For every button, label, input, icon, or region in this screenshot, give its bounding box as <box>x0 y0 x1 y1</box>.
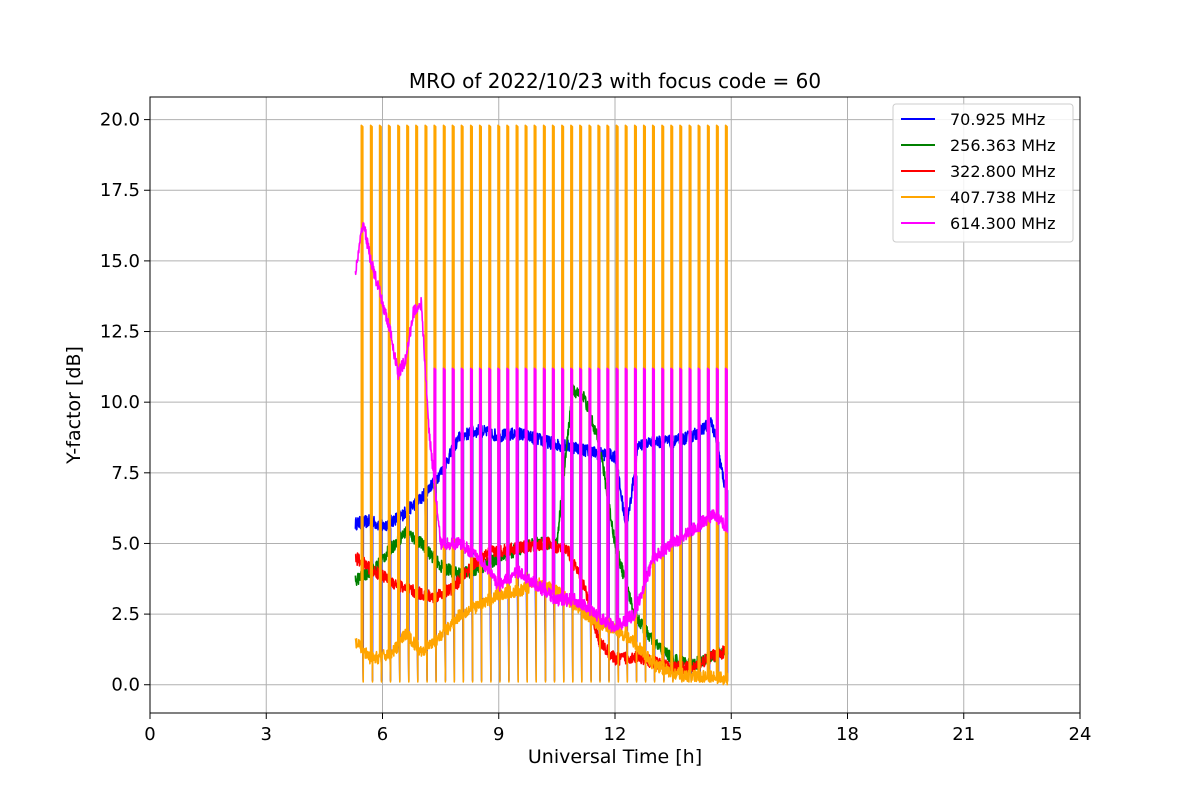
plot-area <box>354 124 729 686</box>
y-tick-label: 5.0 <box>111 533 140 554</box>
y-axis-title: Y-factor [dB] <box>63 346 85 465</box>
y-tick-label: 12.5 <box>100 322 140 343</box>
legend-label: 322.800 MHz <box>950 162 1055 181</box>
x-tick-label: 18 <box>836 724 859 745</box>
x-tick-label: 6 <box>377 724 388 745</box>
y-tick-label: 7.5 <box>111 463 140 484</box>
x-axis: 0 3 6 9 12 15 18 21 24 <box>144 713 1091 745</box>
legend-label: 70.925 MHz <box>950 110 1045 129</box>
x-tick-label: 0 <box>144 724 155 745</box>
x-tick-label: 24 <box>1069 724 1092 745</box>
legend-box <box>892 103 1074 243</box>
y-tick-label: 2.5 <box>111 604 140 625</box>
y-tick-label: 20.0 <box>100 110 140 131</box>
x-tick-label: 9 <box>493 724 504 745</box>
x-tick-label: 15 <box>720 724 743 745</box>
y-tick-label: 10.0 <box>100 392 140 413</box>
chart-title: MRO of 2022/10/23 with focus code = 60 <box>409 69 821 93</box>
y-tick-label: 17.5 <box>100 180 140 201</box>
legend-label: 614.300 MHz <box>950 214 1055 233</box>
series-line <box>354 222 729 633</box>
series-group <box>354 124 729 686</box>
y-tick-label: 0.0 <box>111 675 140 696</box>
y-axis: 0.0 2.5 5.0 7.5 10.0 12.5 15.0 17.5 20.0 <box>100 110 150 696</box>
series-line <box>354 124 729 686</box>
legend-label: 256.363 MHz <box>950 136 1055 155</box>
x-tick-label: 21 <box>952 724 975 745</box>
y-tick-label: 15.0 <box>100 251 140 272</box>
legend: 70.925 MHz 256.363 MHz 322.800 MHz 407.738 … <box>892 103 1074 243</box>
x-tick-label: 12 <box>604 724 627 745</box>
x-tick-label: 3 <box>261 724 272 745</box>
x-axis-title: Universal Time [h] <box>528 746 702 768</box>
legend-label: 407.738 MHz <box>950 188 1055 207</box>
